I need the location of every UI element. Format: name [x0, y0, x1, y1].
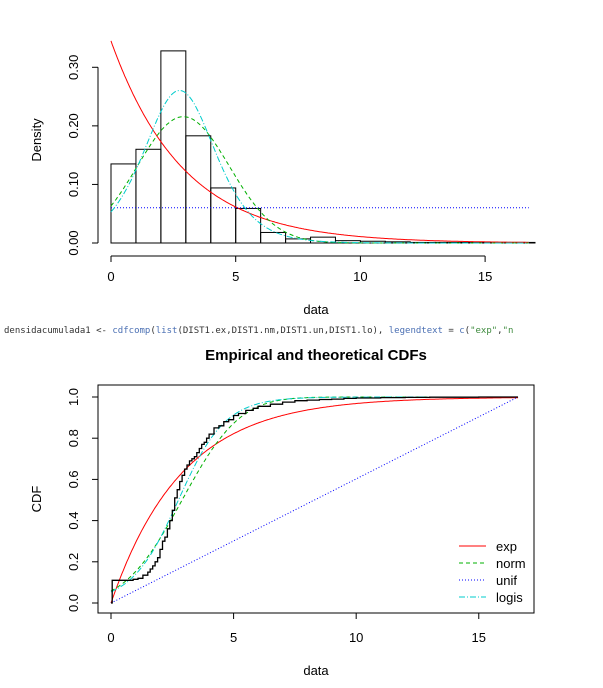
cdf-x-tick-label: 0 [107, 630, 114, 645]
code-assign: <- [90, 326, 113, 336]
density-curve-exp [110, 40, 529, 243]
cdf-curve-unif [110, 396, 519, 604]
legend-label-exp: exp [496, 539, 517, 554]
cdf-x-tick-label: 10 [349, 630, 363, 645]
cdf-x-tick-label: 5 [230, 630, 237, 645]
code-comma: , [497, 326, 503, 336]
histogram-bar [210, 187, 237, 244]
cdf-curve-logis [110, 396, 518, 593]
histogram-bar [110, 163, 137, 244]
cdf-y-tick-label: 0.0 [66, 594, 81, 612]
code-string-n: "n [502, 326, 514, 336]
code-equals: = [442, 326, 460, 336]
density-x-tick-label: 0 [107, 269, 114, 284]
cdf-chart-title: Empirical and theoretical CDFs [205, 347, 427, 364]
legend-label-norm: norm [496, 556, 526, 571]
cdf-curves [110, 396, 519, 604]
code-string-exp: "exp" [470, 326, 498, 336]
cdf-y-tick-label: 0.2 [66, 553, 81, 571]
cdf-legend: exp norm unif logis [459, 539, 526, 605]
density-axes: 0 5 10 15 0.00 0.10 0.20 0.30 [66, 55, 492, 284]
legend-label-logis: logis [496, 590, 523, 605]
code-paren-2: ( [464, 326, 471, 336]
code-var: densidacumulada1 [4, 326, 91, 336]
histogram-bar [260, 231, 287, 244]
density-y-tick-label: 0.00 [66, 230, 81, 255]
cdf-y-tick-label: 1.0 [66, 388, 81, 406]
density-y-tick-label: 0.20 [66, 113, 81, 138]
r-code-line: densidacumulada1 <- cdfcomp(list(DIST1.e… [4, 324, 603, 338]
code-fn-c: c [459, 326, 465, 336]
cdf-y-tick-label: 0.8 [66, 429, 81, 447]
code-fn-cdfcomp: cdfcomp [112, 326, 151, 336]
density-curve-logis [110, 89, 529, 244]
histogram-bars [110, 50, 536, 244]
density-y-tick-label: 0.10 [66, 172, 81, 197]
legend-label-unif: unif [496, 573, 517, 588]
cdf-x-axis-label: data [303, 663, 329, 678]
density-x-axis-label: data [303, 302, 329, 317]
cdf-y-axis-label: CDF [29, 486, 44, 513]
cdf-curve-exp [110, 397, 518, 604]
cdf-plot-box [97, 384, 535, 614]
histogram-bar [135, 148, 162, 244]
cdf-y-tick-label: 0.6 [66, 470, 81, 488]
density-histogram-panel: 0 5 10 15 0.00 0.10 0.20 0.30 data Density [29, 40, 536, 317]
code-keyword: legendtext [388, 326, 443, 336]
density-curve-norm [110, 116, 529, 244]
histogram-bar [235, 207, 262, 244]
cdf-axes: 0 5 10 15 0.0 0.2 0.4 0.6 0.8 1.0 [66, 388, 486, 645]
density-curves [110, 40, 529, 244]
density-x-tick-label: 5 [232, 269, 239, 284]
cdf-curve-norm [110, 396, 518, 592]
density-x-tick-label: 10 [353, 269, 367, 284]
cdf-x-tick-label: 15 [472, 630, 486, 645]
density-y-axis-label: Density [29, 118, 44, 162]
cdf-panel: Empirical and theoretical CDFs 0 5 10 15 0.0… [29, 347, 535, 678]
code-paren-1: ( [150, 326, 156, 336]
empirical-cdf-step [111, 396, 518, 604]
code-args: (DIST1.ex,DIST1.nm,DIST1.un,DIST1.lo), [177, 326, 389, 336]
code-fn-list: list [155, 326, 178, 336]
density-y-tick-label: 0.30 [66, 55, 81, 80]
density-x-tick-label: 15 [478, 269, 492, 284]
cdf-y-tick-label: 0.4 [66, 512, 81, 530]
